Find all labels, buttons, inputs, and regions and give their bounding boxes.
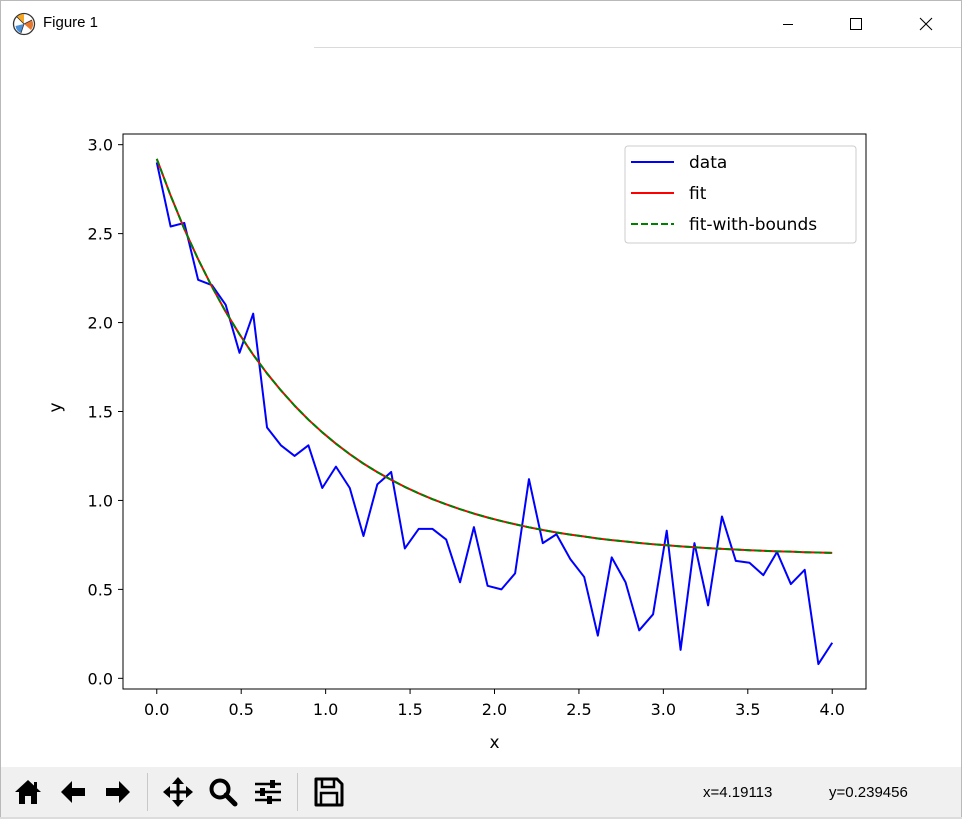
y-tick-label: 1.0 <box>88 491 113 510</box>
legend-label-fit-with-bounds: fit-with-bounds <box>689 215 817 235</box>
x-tick-label: 2.0 <box>482 700 507 719</box>
maximize-icon <box>850 18 862 30</box>
pan-button[interactable] <box>158 772 198 812</box>
close-icon <box>919 17 933 31</box>
x-tick-label: 0.0 <box>144 700 169 719</box>
y-tick-label: 2.5 <box>88 225 113 244</box>
series-line-fit-with-bounds <box>155 158 833 554</box>
x-tick-label: 1.0 <box>313 700 338 719</box>
window-title: Figure 1 <box>43 14 99 31</box>
title-divider <box>314 47 961 48</box>
legend-label-fit: fit <box>689 184 707 204</box>
legend-box <box>624 145 857 244</box>
arrow-left-icon <box>61 781 85 803</box>
toolbar-separator <box>147 773 148 811</box>
navigation-toolbar: x=4.19113 y=0.239456 <box>1 767 961 818</box>
save-button[interactable] <box>309 772 349 812</box>
x-tick-label: 2.5 <box>566 700 591 719</box>
zoom-button[interactable] <box>203 772 243 812</box>
x-axis-label: x <box>489 733 499 753</box>
cursor-y-readout: y=0.239456 <box>829 784 908 801</box>
legend: data fit fit-with-bounds <box>624 145 857 244</box>
y-tick-label: 3.0 <box>88 136 113 155</box>
floppy-disk-icon <box>314 777 344 807</box>
x-tick-label: 1.5 <box>397 700 422 719</box>
toolbar-separator <box>297 773 298 811</box>
x-tick-label: 3.5 <box>735 700 760 719</box>
move-icon <box>163 777 193 807</box>
series-group <box>155 158 834 666</box>
title-bar[interactable]: Figure 1 <box>1 1 961 48</box>
x-tick-label: 0.5 <box>228 700 253 719</box>
back-button[interactable] <box>53 772 93 812</box>
sliders-icon <box>255 780 281 804</box>
forward-button[interactable] <box>98 772 138 812</box>
plot-area[interactable]: 0.0 0.5 1.0 1.5 2.0 2.5 3.0 3.5 4.0 0.0 0.5 1.0 1.5 2… <box>1 48 961 766</box>
y-axis-label: y <box>46 402 66 412</box>
minimize-icon <box>783 24 793 25</box>
close-button[interactable] <box>903 1 949 47</box>
magnifier-icon <box>209 778 238 807</box>
y-tick-label: 0.5 <box>88 580 113 599</box>
y-tick-label: 0.0 <box>88 669 113 688</box>
home-button[interactable] <box>8 772 48 812</box>
cursor-x-readout: x=4.19113 <box>703 784 773 801</box>
x-tick-label: 3.0 <box>651 700 676 719</box>
configure-subplots-button[interactable] <box>248 772 288 812</box>
figure-canvas[interactable]: 0.0 0.5 1.0 1.5 2.0 2.5 3.0 3.5 4.0 0.0 0.5 1.0 1.5 2… <box>1 48 961 766</box>
matplotlib-logo-icon <box>12 12 36 36</box>
x-tick-label: 4.0 <box>820 700 845 719</box>
bottom-edge <box>0 817 962 819</box>
y-tick-label: 1.5 <box>88 403 113 422</box>
series-line-data <box>155 162 834 666</box>
y-tick-label: 2.0 <box>88 314 113 333</box>
arrow-right-icon <box>106 781 130 803</box>
legend-label-data: data <box>689 153 727 173</box>
maximize-button[interactable] <box>833 1 879 47</box>
home-icon <box>15 780 41 804</box>
minimize-button[interactable] <box>765 1 811 47</box>
